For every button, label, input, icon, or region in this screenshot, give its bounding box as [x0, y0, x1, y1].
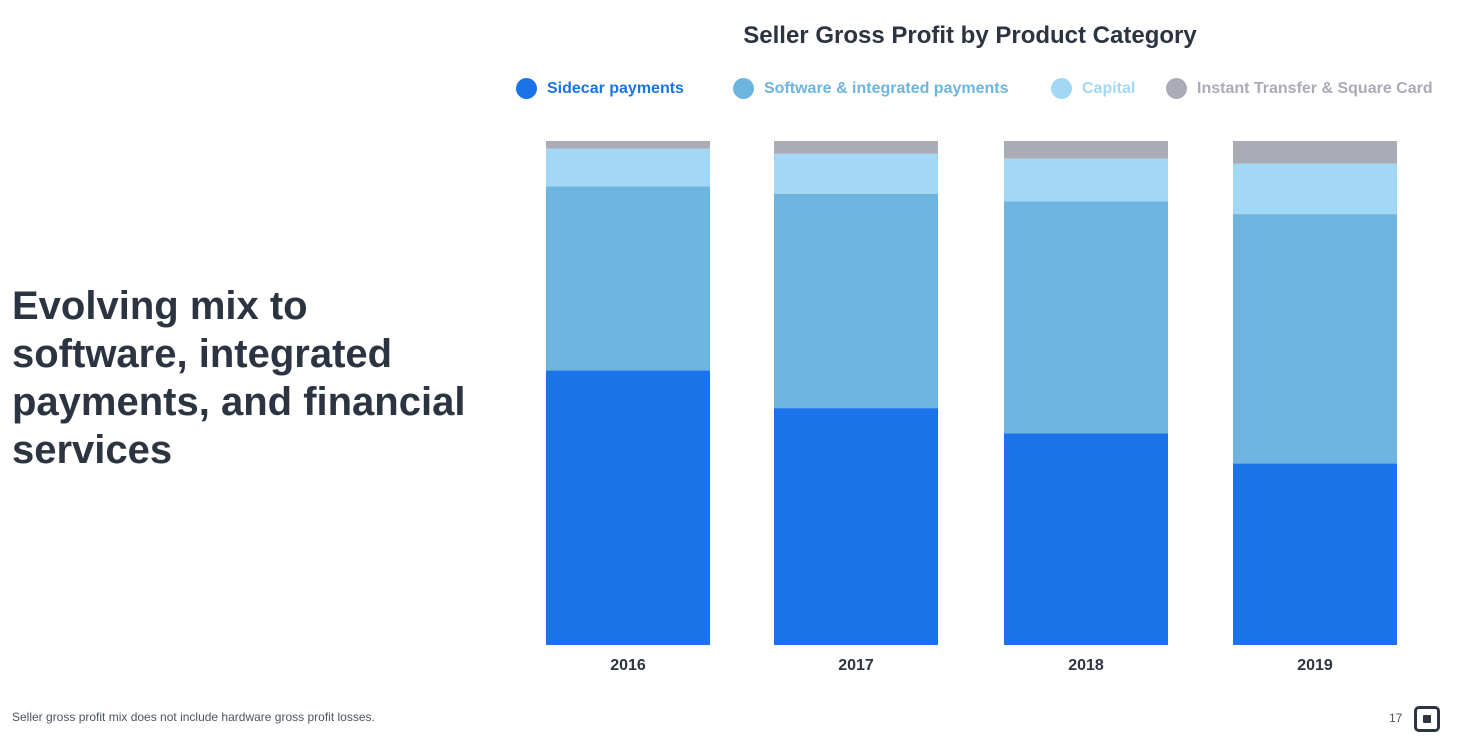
bar-segment-capital-2016 [546, 148, 710, 187]
legend-swatch-sidecar-payments [516, 78, 537, 99]
x-tick-label-2017: 2017 [838, 657, 874, 674]
bar-segment-capital-2017 [774, 153, 938, 194]
bar-segment-sidecar-payments-2016 [546, 370, 710, 645]
legend-item-software-integrated-payments: Software & integrated payments [733, 78, 1009, 99]
legend-label-instant-transfer-square-card: Instant Transfer & Square Card [1197, 79, 1433, 97]
x-tick-label-2018: 2018 [1068, 657, 1104, 674]
legend-label-capital: Capital [1082, 79, 1136, 97]
bar-segment-instant-transfer-square-card-2019 [1233, 141, 1397, 164]
legend-swatch-instant-transfer-square-card [1166, 78, 1187, 99]
bar-segment-sidecar-payments-2018 [1004, 433, 1168, 645]
legend-item-instant-transfer-square-card: Instant Transfer & Square Card [1166, 78, 1433, 99]
legend-swatch-software-integrated-payments [733, 78, 754, 99]
footnote: Seller gross profit mix does not include… [12, 710, 375, 724]
bar-segment-capital-2019 [1233, 163, 1397, 215]
bar-segment-capital-2018 [1004, 158, 1168, 202]
legend-item-sidecar-payments: Sidecar payments [516, 78, 684, 99]
bar-segment-software-integrated-payments-2018 [1004, 201, 1168, 434]
bar-segment-software-integrated-payments-2017 [774, 193, 938, 409]
bar-segment-sidecar-payments-2019 [1233, 463, 1397, 645]
bar-segment-sidecar-payments-2017 [774, 408, 938, 645]
bar-segment-instant-transfer-square-card-2017 [774, 141, 938, 154]
legend-label-sidecar-payments: Sidecar payments [547, 79, 684, 97]
bar-segment-software-integrated-payments-2019 [1233, 214, 1397, 464]
legend-item-capital: Capital [1051, 78, 1135, 99]
legend-swatch-capital [1051, 78, 1072, 99]
bar-segment-instant-transfer-square-card-2016 [546, 141, 710, 149]
chart-legend: Sidecar payments Software & integrated p… [0, 78, 1458, 104]
page-number: 17 [1389, 711, 1403, 725]
square-logo-icon [1414, 706, 1440, 732]
slide-headline: Evolving mix to software, integrated pay… [12, 284, 466, 472]
x-tick-label-2019: 2019 [1297, 657, 1333, 674]
x-tick-label-2016: 2016 [610, 657, 646, 674]
legend-label-software-integrated-payments: Software & integrated payments [764, 79, 1009, 97]
bar-segment-software-integrated-payments-2016 [546, 186, 710, 371]
chart-title: Seller Gross Profit by Product Category [743, 22, 1197, 49]
bar-segment-instant-transfer-square-card-2018 [1004, 141, 1168, 159]
